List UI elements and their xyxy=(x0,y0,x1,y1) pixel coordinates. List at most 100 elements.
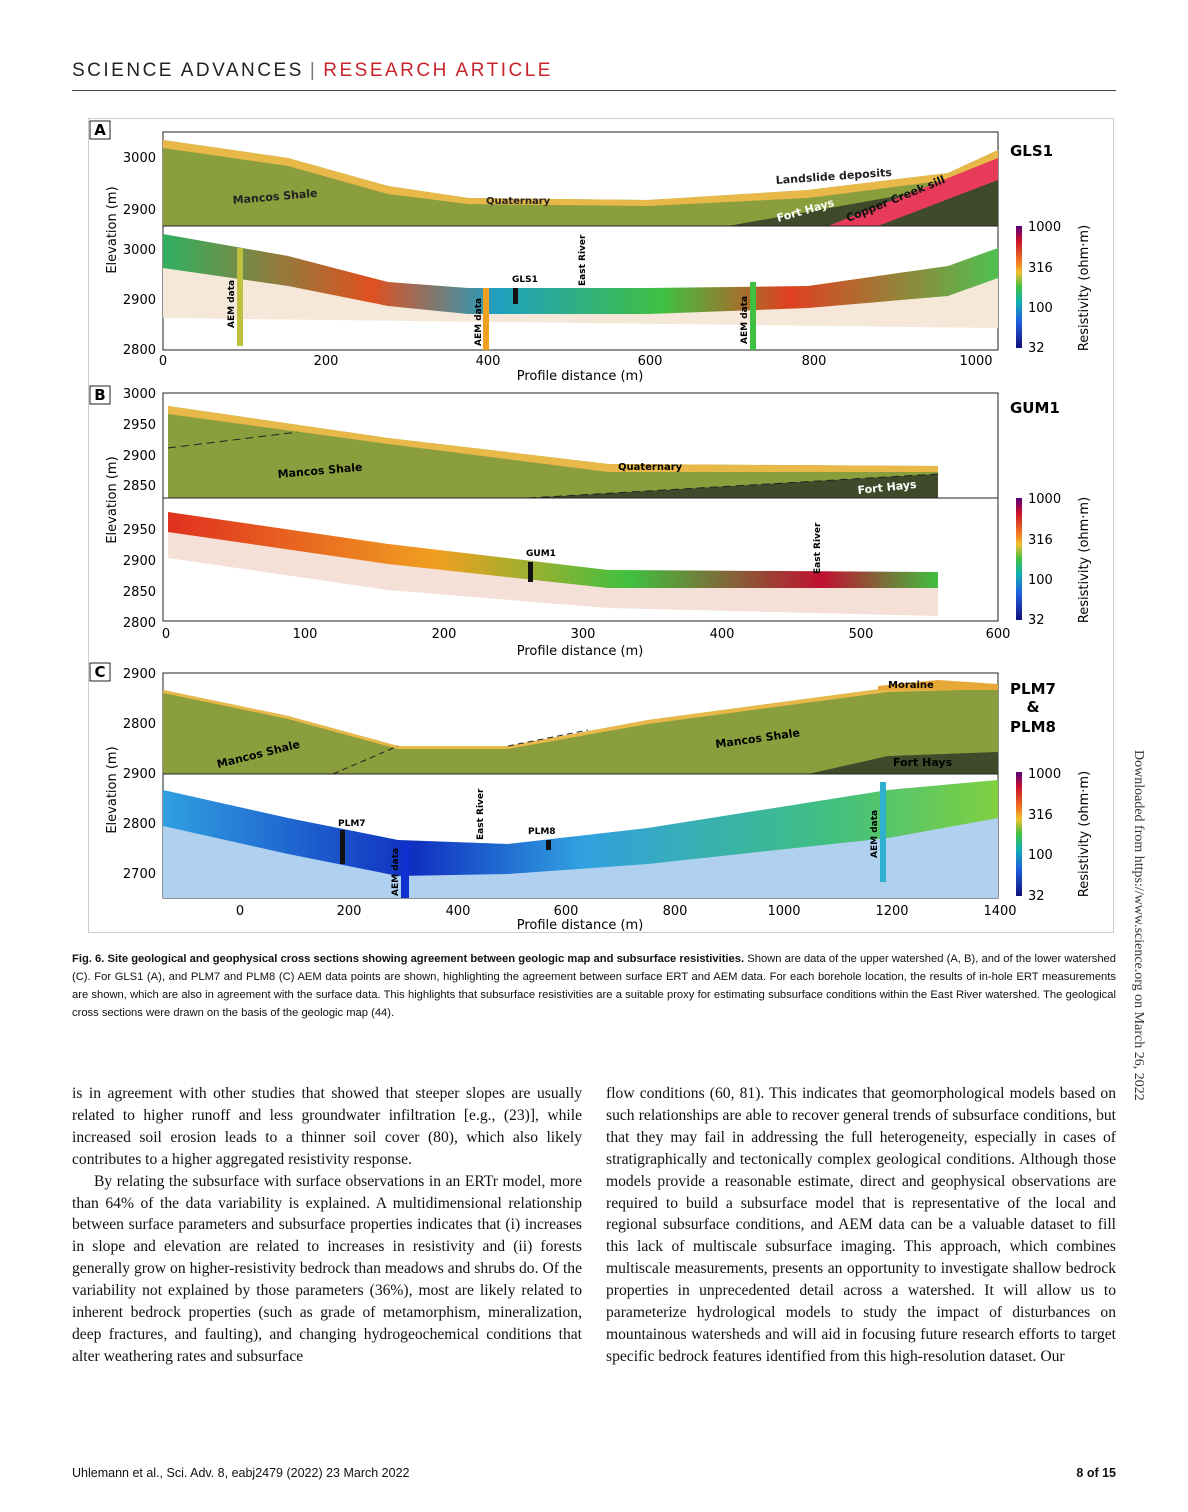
ylabel-c: Elevation (m) xyxy=(105,746,120,833)
site-gum1: GUM1 xyxy=(1010,399,1060,417)
tick-c-geo-1: 2800 xyxy=(123,717,156,732)
tick-c-ert-0: 2900 xyxy=(123,767,156,782)
page-footer: Uhlemann et al., Sci. Adv. 8, eabj2479 (… xyxy=(72,1466,1116,1480)
citation: Uhlemann et al., Sci. Adv. 8, eabj2479 (… xyxy=(72,1466,410,1480)
tick-b-x-3: 300 xyxy=(571,627,596,642)
quaternary-b xyxy=(168,406,938,472)
borehole-gum1 xyxy=(528,562,533,582)
panel-a-letter: A xyxy=(94,121,106,139)
cbar-label-c: Resistivity (ohm·m) xyxy=(1077,771,1092,897)
label-aem-c-1: AEM data xyxy=(391,848,401,896)
mancos-shale-a xyxy=(163,140,998,226)
panel-a-box xyxy=(89,120,111,140)
quaternary-a xyxy=(163,140,998,206)
cbar-b-0: 1000 xyxy=(1028,492,1061,507)
contact-b-1 xyxy=(167,431,299,449)
borehole-gls1 xyxy=(513,288,518,304)
aem-column-c-2 xyxy=(880,782,886,882)
cbar-a-3: 32 xyxy=(1028,341,1045,356)
surface-c xyxy=(163,686,998,749)
caption-body: Shown are data of the upper watershed (A… xyxy=(72,953,1116,1019)
panel-c: C Mancos Shale Mancos Shale Moraine Fort… xyxy=(89,662,1092,933)
paragraph: flow conditions (60, 81). This indicates… xyxy=(606,1085,1116,1365)
tick-a-x-5: 1000 xyxy=(959,354,992,369)
contact-c-1 xyxy=(332,745,399,775)
tick-b-x-4: 400 xyxy=(710,627,735,642)
paragraph: is in agreement with other studies that … xyxy=(72,1085,582,1168)
tick-c-x-0: 0 xyxy=(236,904,244,919)
label-aem-a-3: AEM data xyxy=(740,296,750,344)
tick-c-ert-2: 2700 xyxy=(123,867,156,882)
cbar-b-2: 100 xyxy=(1028,573,1053,588)
fort-hays-c xyxy=(808,752,998,774)
moraine-c xyxy=(878,680,998,690)
journal-header: SCIENCE ADVANCES | RESEARCH ARTICLE xyxy=(72,60,553,82)
site-gls1: GLS1 xyxy=(1010,142,1053,160)
cbar-c-1: 316 xyxy=(1028,808,1053,823)
panel-b-letter: B xyxy=(94,386,105,404)
aem-column-a-1 xyxy=(237,248,243,346)
label-aem-c-2: AEM data xyxy=(870,810,880,858)
figure-caption: Fig. 6. Site geological and geophysical … xyxy=(72,950,1116,1022)
site-plm7: PLM7 xyxy=(1010,680,1056,698)
aem-column-a-2 xyxy=(483,288,489,350)
caption-title: Fig. 6. Site geological and geophysical … xyxy=(72,953,745,965)
label-eastriver-a: East River xyxy=(578,234,588,286)
label-gls1-well: GLS1 xyxy=(512,275,538,285)
ert-section-c xyxy=(163,780,998,876)
cbar-label-a: Resistivity (ohm·m) xyxy=(1077,225,1092,351)
panel-b-box xyxy=(89,385,111,405)
xlabel-c: Profile distance (m) xyxy=(517,918,644,933)
figure-6: A Mancos Shale Quaternary Landslide depo… xyxy=(88,118,1114,933)
tick-b-x-2: 200 xyxy=(432,627,457,642)
label-aem-a-2: AEM data xyxy=(474,298,484,346)
tick-b-geo-2: 2900 xyxy=(123,449,156,464)
tick-b-ert-3: 2800 xyxy=(123,616,156,631)
panel-a: A Mancos Shale Quaternary Landslide depo… xyxy=(89,120,1092,384)
paragraph: By relating the subsurface with surface … xyxy=(72,1172,582,1365)
tick-b-ert-2: 2850 xyxy=(123,585,156,600)
site-plm8: PLM8 xyxy=(1010,718,1056,736)
cbar-b-1: 316 xyxy=(1028,533,1053,548)
contact-c-2 xyxy=(507,729,589,747)
cbar-b-3: 32 xyxy=(1028,613,1045,628)
tick-a-x-0: 0 xyxy=(159,354,167,369)
cbar-c-3: 32 xyxy=(1028,889,1045,904)
label-forthays-c: Fort Hays xyxy=(893,756,953,769)
header-separator: | xyxy=(309,60,318,81)
xlabel-a: Profile distance (m) xyxy=(517,369,644,384)
tick-c-x-7: 1400 xyxy=(983,904,1016,919)
cbar-a-0: 1000 xyxy=(1028,220,1061,235)
tick-a-ert-0: 3000 xyxy=(123,243,156,258)
tick-c-x-4: 800 xyxy=(663,904,688,919)
header-rule xyxy=(72,90,1116,91)
aem-column-c-1 xyxy=(401,844,409,898)
tick-a-x-4: 800 xyxy=(802,354,827,369)
tick-b-ert-1: 2900 xyxy=(123,554,156,569)
panel-c-box xyxy=(89,662,111,682)
tick-a-geo-0: 3000 xyxy=(123,151,156,166)
ylabel-a: Elevation (m) xyxy=(105,186,120,273)
label-forthays-b: Fort Hays xyxy=(857,478,918,497)
aem-column-a-3 xyxy=(750,282,756,350)
borehole-plm8 xyxy=(546,840,551,850)
tick-c-x-2: 400 xyxy=(446,904,471,919)
label-eastriver-b: East River xyxy=(813,522,823,574)
label-moraine-c: Moraine xyxy=(888,680,934,691)
label-gum1-well: GUM1 xyxy=(526,549,556,559)
tick-c-x-6: 1200 xyxy=(875,904,908,919)
tick-b-geo-0: 3000 xyxy=(123,387,156,402)
ert-section-b xyxy=(168,512,938,588)
ert-section-a xyxy=(163,234,998,314)
cbar-a-1: 316 xyxy=(1028,261,1053,276)
mancos-shale-c xyxy=(163,686,998,774)
tick-b-geo-3: 2850 xyxy=(123,479,156,494)
tick-b-geo-1: 2950 xyxy=(123,418,156,433)
panel-b-axes xyxy=(162,392,999,622)
tick-b-x-0: 0 xyxy=(162,627,170,642)
mancos-shale-b xyxy=(168,406,938,498)
colorbar-a xyxy=(1016,226,1022,348)
label-aem-a-1: AEM data xyxy=(227,280,237,328)
borehole-plm7 xyxy=(340,830,345,864)
page-number: 8 of 15 xyxy=(1076,1466,1116,1480)
